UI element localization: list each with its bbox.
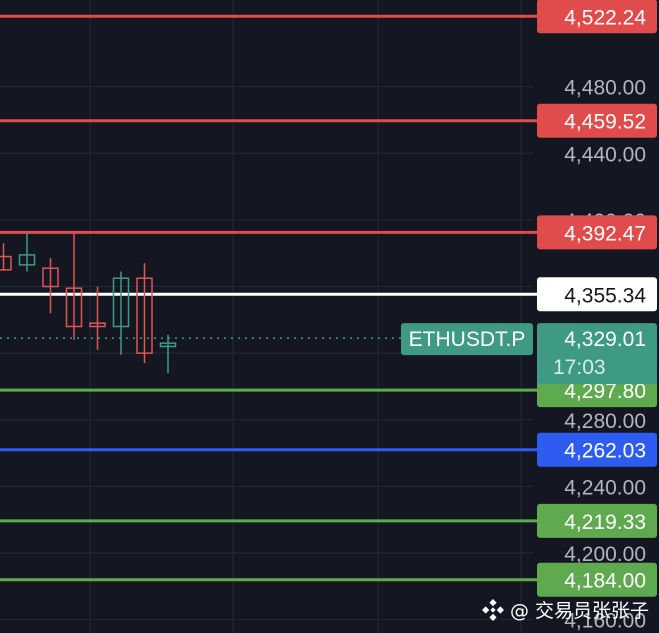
level-price-tag-box (537, 562, 657, 597)
y-tick-label: 4,440.00 (564, 143, 646, 166)
level-price-tag-label: 4,297.80 (564, 380, 646, 403)
level-price-tag-label: 4,355.34 (564, 284, 646, 307)
level-price-tag-label: 4,459.52 (564, 111, 646, 134)
current-price-tag: 4,329.01 17:03 (537, 323, 657, 385)
y-tick-label: 4,280.00 (564, 410, 646, 433)
candle-body (112, 277, 130, 328)
symbol-tag: ETHUSDT.P (401, 323, 533, 356)
y-tick-label: 4,480.00 (564, 77, 646, 100)
level-lines[interactable] (0, 14, 537, 582)
level-price-tag-label: 4,522.24 (564, 6, 646, 29)
level-price-tag-box (537, 215, 657, 250)
level-price-tag: 4,184.00 (537, 562, 657, 597)
candle (18, 233, 36, 272)
candle (112, 271, 130, 355)
candle-body (0, 255, 12, 271)
candle-body (18, 254, 36, 266)
level-price-tag-label: 4,184.00 (564, 570, 646, 593)
level-price-tag: 4,522.24 (537, 0, 657, 34)
level-price-tag-box (537, 432, 657, 467)
current-price-tag-box (537, 323, 657, 385)
level-price-tag-label: 4,219.33 (564, 511, 646, 534)
grid (0, 0, 533, 633)
candle (136, 263, 153, 364)
candle (42, 258, 59, 314)
candle-body (42, 267, 59, 288)
candle-body (159, 342, 177, 348)
level-price-tag: 4,262.03 (537, 432, 657, 467)
symbol-label: ETHUSDT.P (409, 328, 526, 351)
level-price-tag-box (537, 277, 657, 312)
candle (159, 334, 177, 374)
candle (0, 243, 12, 271)
watermark: @ 交易员张张子 (481, 596, 649, 623)
level-price-tag-label: 4,392.47 (564, 222, 646, 245)
binance-logo-icon (481, 598, 504, 621)
candle (65, 233, 83, 340)
level-price-tag-box (537, 0, 657, 34)
level-price-tag: 4,459.52 (537, 103, 657, 138)
level-price-tag-label: 4,262.03 (564, 440, 646, 463)
candle (89, 286, 106, 350)
price-tags: 4,522.24 4,459.52 4,392.47 4,355.34 4,297.80… (401, 0, 657, 597)
y-tick-label: 4,240.00 (564, 476, 646, 499)
level-price-tag: 4,219.33 (537, 503, 657, 538)
current-price-label: 4,329.01 (564, 328, 646, 351)
candle-body (136, 277, 153, 354)
y-tick-label: 4,160.00 (564, 610, 646, 633)
level-price-tag: 4,392.47 (537, 215, 657, 250)
level-price-tag: 4,355.34 (537, 277, 657, 312)
candle-countdown: 17:03 (553, 356, 606, 379)
y-tick-label: 4,200.00 (564, 543, 646, 566)
watermark-text: @ 交易员张张子 (509, 600, 649, 622)
candle-body (65, 287, 83, 328)
candles (0, 233, 177, 374)
symbol-tag-box (401, 323, 533, 356)
level-price-tag-box (537, 103, 657, 138)
level-price-tag-box (537, 503, 657, 538)
candle-body (89, 322, 106, 328)
